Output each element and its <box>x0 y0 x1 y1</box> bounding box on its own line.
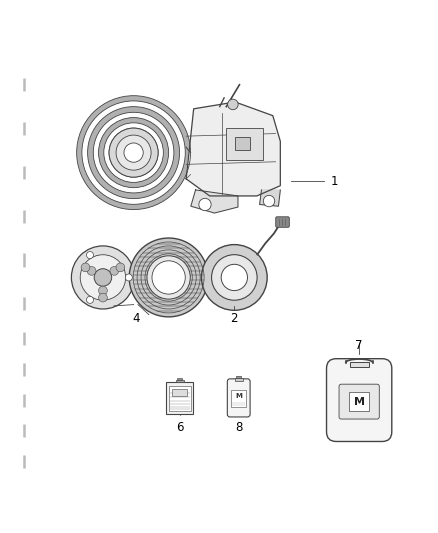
Text: 7: 7 <box>355 339 363 352</box>
FancyBboxPatch shape <box>339 384 379 419</box>
Circle shape <box>263 196 275 207</box>
Bar <box>169 386 191 411</box>
Circle shape <box>110 266 119 275</box>
Circle shape <box>201 245 267 310</box>
Circle shape <box>80 255 126 300</box>
Text: M: M <box>235 393 242 399</box>
Circle shape <box>81 263 90 272</box>
Circle shape <box>212 255 257 300</box>
Bar <box>350 362 369 367</box>
Circle shape <box>99 286 107 295</box>
Wedge shape <box>88 107 180 199</box>
FancyBboxPatch shape <box>227 379 250 417</box>
Wedge shape <box>77 96 191 209</box>
Circle shape <box>86 252 93 259</box>
Text: 6: 6 <box>176 421 184 434</box>
Text: 2: 2 <box>230 312 238 326</box>
Text: 1: 1 <box>331 175 338 188</box>
Circle shape <box>116 263 125 272</box>
FancyBboxPatch shape <box>276 217 290 227</box>
Text: 8: 8 <box>235 421 242 434</box>
Circle shape <box>228 99 238 110</box>
Circle shape <box>152 261 185 294</box>
Bar <box>235 378 243 382</box>
Circle shape <box>87 266 96 275</box>
FancyBboxPatch shape <box>166 382 193 414</box>
Circle shape <box>147 256 190 299</box>
Bar <box>235 138 250 150</box>
Circle shape <box>71 246 134 309</box>
Circle shape <box>129 238 208 317</box>
Bar <box>231 390 246 407</box>
Wedge shape <box>99 118 169 188</box>
Circle shape <box>199 198 211 211</box>
Polygon shape <box>260 190 280 206</box>
Bar <box>176 379 184 382</box>
Polygon shape <box>191 190 238 213</box>
Polygon shape <box>186 102 280 196</box>
FancyBboxPatch shape <box>326 359 392 441</box>
Circle shape <box>125 274 132 281</box>
Bar <box>172 389 187 396</box>
Bar <box>177 378 182 379</box>
Circle shape <box>99 293 107 302</box>
Bar <box>226 127 263 160</box>
Bar <box>349 392 369 411</box>
Circle shape <box>116 135 151 170</box>
Circle shape <box>124 143 143 162</box>
Circle shape <box>221 264 247 290</box>
Text: M: M <box>353 397 365 407</box>
Circle shape <box>109 128 158 177</box>
Bar <box>236 376 241 378</box>
Text: 4: 4 <box>132 312 140 326</box>
Circle shape <box>94 269 112 286</box>
Circle shape <box>86 296 93 303</box>
